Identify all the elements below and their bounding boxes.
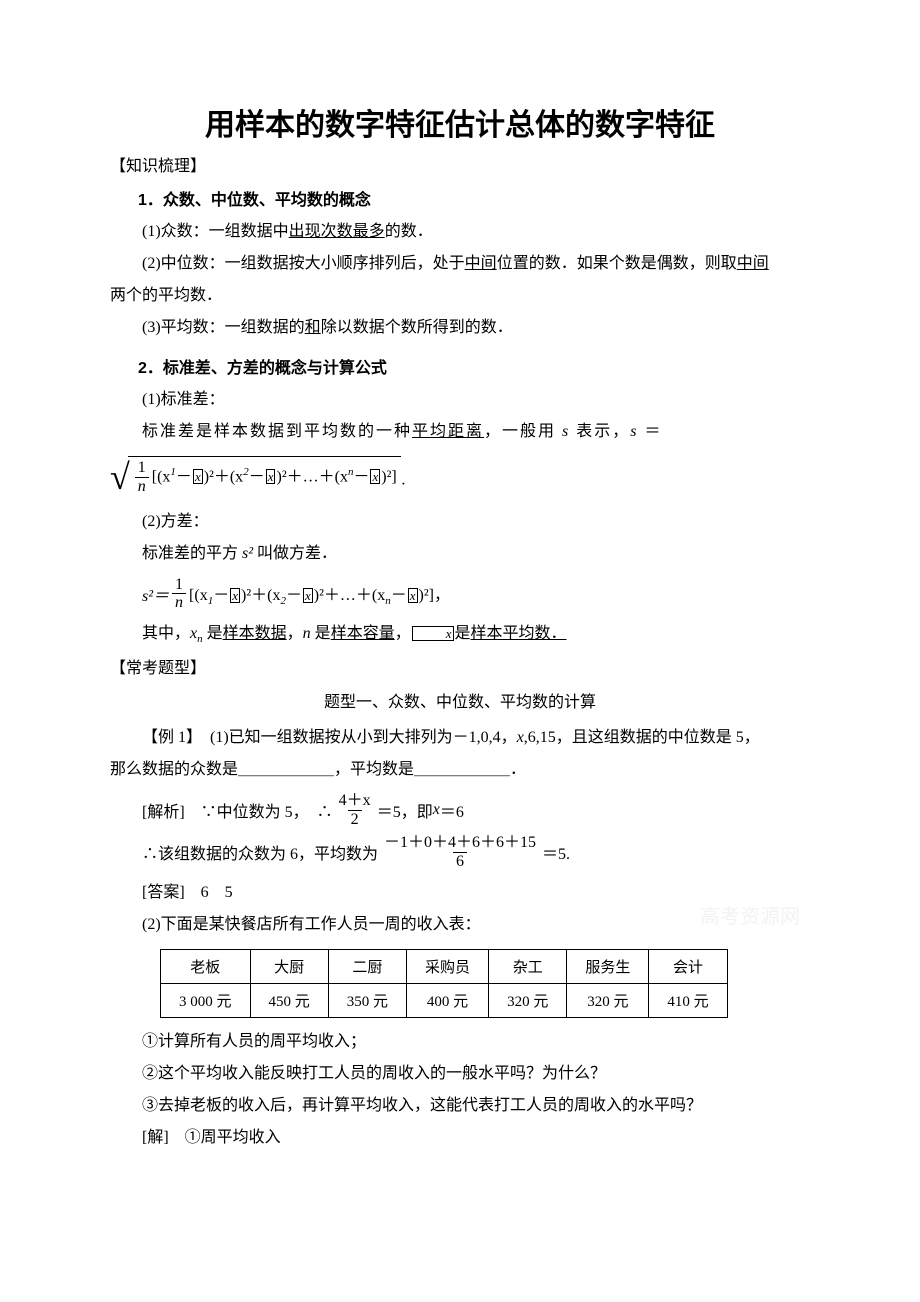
table-header: 大厨 [250, 949, 328, 983]
std-dev-desc: 标准差是样本数据到平均数的一种平均距离，一般用 s 表示，s ＝ [110, 416, 810, 448]
fraction-1-n-var: 1 n [172, 576, 186, 612]
boxed-x-7: x [412, 626, 454, 641]
fraction-median: 4＋x 2 [336, 792, 374, 828]
page-root: 用样本的数字特征估计总体的数字特征 【知识梳理】 1．众数、中位数、平均数的概念… [0, 0, 920, 1302]
table-cell: 350 元 [328, 983, 406, 1017]
table-header: 老板 [161, 949, 251, 983]
question-3: ③去掉老板的收入后，再计算平均收入，这能代表打工人员的周收入的水平吗？ [110, 1090, 810, 1122]
table-header: 二厨 [328, 949, 406, 983]
definition-median: (2)中位数：一组数据按大小顺序排列后，处于中间位置的数．如果个数是偶数，则取中… [110, 248, 810, 280]
page-title: 用样本的数字特征估计总体的数字特征 [110, 100, 810, 144]
question-1: ①计算所有人员的周平均收入； [110, 1026, 810, 1058]
table-header: 采购员 [407, 949, 489, 983]
boxed-x-4: x [230, 588, 240, 603]
underline-sample-data: 样本数据 [223, 625, 287, 642]
example-1-part2: (2)下面是某快餐店所有工作人员一周的收入表： [110, 909, 810, 941]
fraction-mean: －1＋0＋4＋6＋6＋15 6 [381, 834, 539, 870]
definition-mode: (1)众数：一组数据中出现次数最多的数． [110, 216, 810, 248]
topic-1-title: 题型一、众数、中位数、平均数的计算 [110, 688, 810, 712]
boxed-x-5: x [303, 588, 313, 603]
variance-formula: s²＝ 1 n [(x1－x)²＋(x2－x)²＋…＋(xn－x)²]， [142, 576, 810, 612]
fraction-1-n: 1 n [135, 459, 149, 495]
table-cell: 400 元 [407, 983, 489, 1017]
solution-3: [解] ①周平均收入 [110, 1122, 810, 1154]
table-row: 老板 大厨 二厨 采购员 杂工 服务生 会计 [161, 949, 728, 983]
table-cell: 3 000 元 [161, 983, 251, 1017]
example-1: 【例 1】 (1)已知一组数据按从小到大排列为－1,0,4，x,6,15，且这组… [110, 722, 810, 754]
table-header: 服务生 [567, 949, 649, 983]
underline-sum: 和 [305, 319, 321, 336]
income-table: 老板 大厨 二厨 采购员 杂工 服务生 会计 3 000 元 450 元 350… [160, 949, 728, 1018]
boxed-x-6: x [408, 588, 418, 603]
sqrt-expression: √ 1 n [(x1－x)²＋(x2－x)²＋…＋(xn－x)²] [110, 456, 401, 495]
heading-2: 2．标准差、方差的概念与计算公式 [138, 354, 810, 378]
section-knowledge: 【知识梳理】 [110, 152, 810, 176]
std-dev-label: (1)标准差： [110, 384, 810, 416]
underline-sample-mean: 样本平均数． [471, 625, 567, 642]
underline-mode: 出现次数最多 [289, 223, 385, 240]
boxed-x-1: x [193, 469, 203, 484]
answer-line: [答案] 6 5 [110, 877, 810, 909]
boxed-x-2: x [266, 469, 276, 484]
variance-label: (2)方差： [110, 506, 810, 538]
heading-1: 1．众数、中位数、平均数的概念 [138, 186, 810, 210]
table-row: 3 000 元 450 元 350 元 400 元 320 元 320 元 41… [161, 983, 728, 1017]
underline-middle-2: 中间 [737, 255, 769, 272]
solution-2: ∴该组数据的众数为 6，平均数为 －1＋0＋4＋6＋6＋15 6 ＝5. [142, 834, 810, 870]
solution-1: [解析] ∵中位数为 5， ∴ 4＋x 2 ＝5，即 x＝6 [142, 792, 810, 828]
variance-desc: 标准差的平方 s² 叫做方差． [110, 538, 810, 570]
boxed-x-3: x [370, 469, 380, 484]
table-cell: 320 元 [489, 983, 567, 1017]
underline-sample-size: 样本容量 [331, 625, 395, 642]
table-cell: 320 元 [567, 983, 649, 1017]
definition-median-cont: 两个的平均数． [110, 280, 810, 312]
table-header: 杂工 [489, 949, 567, 983]
table-cell: 410 元 [649, 983, 727, 1017]
underline-avg-dist: 平均距离 [412, 423, 484, 440]
variance-where: 其中，xn 是样本数据，n 是样本容量，x是样本平均数． [110, 618, 810, 650]
underline-middle-1: 中间 [465, 255, 497, 272]
table-cell: 450 元 [250, 983, 328, 1017]
table-header: 会计 [649, 949, 727, 983]
example-1-cont: 那么数据的众数是＿＿＿＿＿＿，平均数是＿＿＿＿＿＿． [110, 754, 810, 786]
definition-mean: (3)平均数：一组数据的和除以数据个数所得到的数． [110, 312, 810, 344]
question-2: ②这个平均收入能反映打工人员的周收入的一般水平吗？为什么？ [110, 1058, 810, 1090]
section-exercise: 【常考题型】 [110, 654, 810, 678]
std-dev-formula: √ 1 n [(x1－x)²＋(x2－x)²＋…＋(xn－x)²] · [110, 456, 810, 498]
